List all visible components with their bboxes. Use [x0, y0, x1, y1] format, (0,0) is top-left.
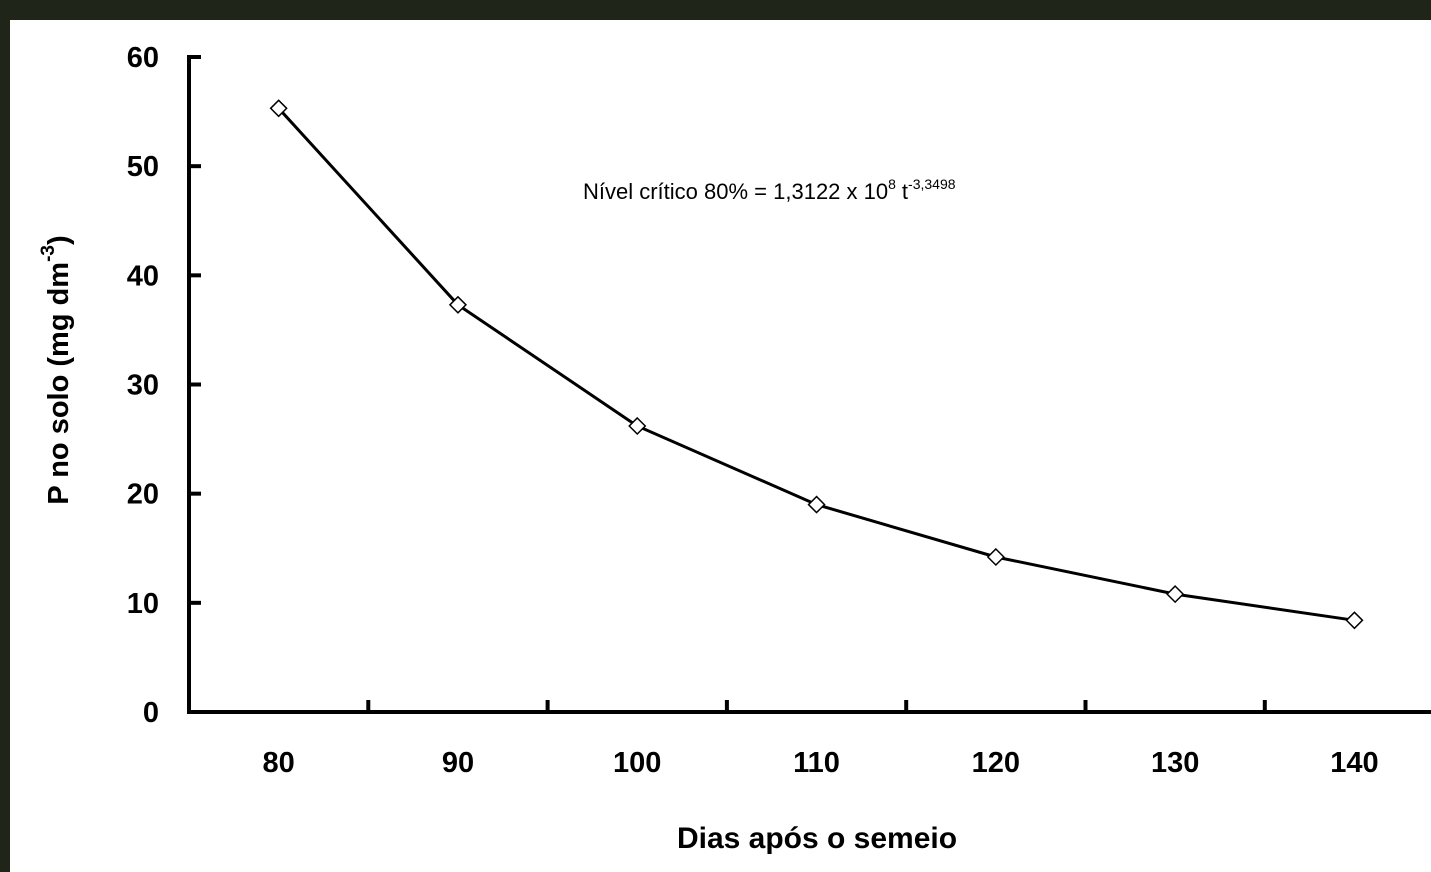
y-tick-label: 10 [127, 588, 159, 620]
point [628, 416, 647, 436]
x-tick-label: 130 [1151, 747, 1199, 779]
point [1166, 585, 1185, 604]
y-axis-title: P no solo (mg dm-3) [38, 235, 75, 504]
chart-panel [10, 20, 1431, 872]
y-tick-label: 30 [127, 370, 159, 402]
x-tick-label: 100 [613, 747, 661, 779]
x-axis-title: Dias após o semeio [677, 822, 957, 855]
annotation-sup: 8 [888, 176, 896, 192]
y-tick-label: 0 [143, 697, 159, 729]
y-tick-label: 40 [127, 260, 159, 292]
y-tick-label: 20 [127, 479, 159, 511]
annotation: Nível crítico 80% = 1,3122 x 108 t-3,3498 [583, 176, 956, 204]
point [448, 295, 468, 314]
y-title-sup: -3 [38, 245, 59, 262]
y-tick-label: 50 [127, 151, 159, 183]
x-tick-label: 90 [442, 747, 474, 779]
x-tick-label: 80 [263, 747, 295, 779]
annotation-main: Nível crítico 80% = 1,3122 x 10 [583, 179, 888, 204]
annotation-var: t [902, 179, 908, 204]
point [269, 99, 288, 118]
x-tick-label: 120 [972, 747, 1020, 779]
point [1345, 611, 1364, 630]
x-tick-label: 140 [1330, 747, 1378, 779]
y-title-main: P no solo (mg dm [43, 262, 75, 505]
y-tick-label: 60 [127, 42, 159, 74]
point [807, 495, 826, 514]
x-tick-label: 110 [793, 747, 840, 779]
annotation-exp: -3,3498 [908, 176, 956, 192]
y-title-end: ) [43, 235, 75, 245]
point [986, 547, 1005, 567]
